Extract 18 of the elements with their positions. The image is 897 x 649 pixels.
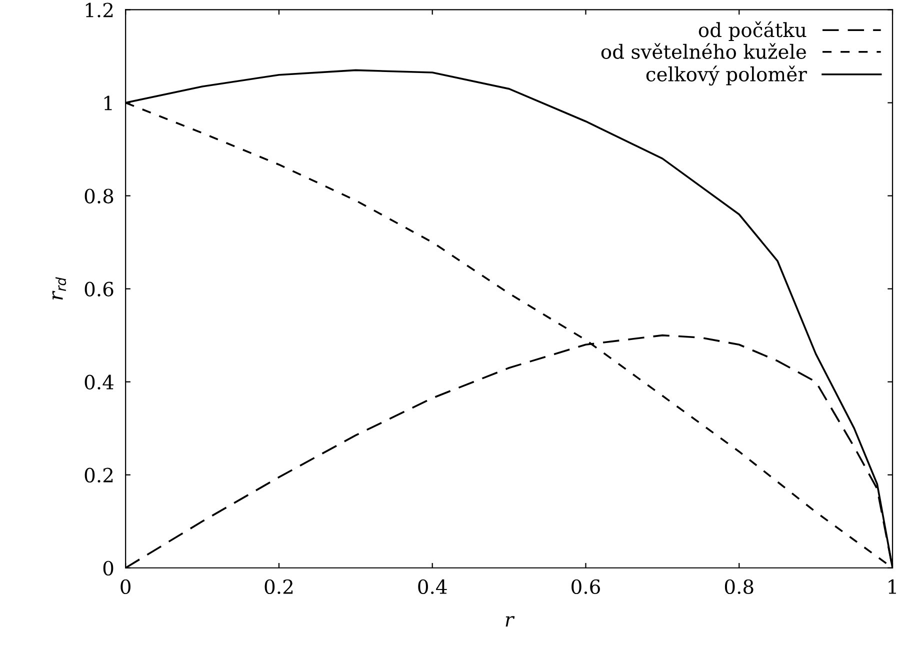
x-axis-title: r [506,616,515,626]
x-tick-label: 0 [120,579,130,594]
y-tick-label: 1 [104,96,112,110]
y-tick-label: 0.6 [84,282,114,296]
legend-label: celkový poloměr [646,66,807,86]
x-tick-label: 0.6 [572,579,600,594]
x-tick-label: 1 [888,579,896,594]
y-axis-title: r$_{rd}$ [52,277,66,300]
legend-label: od světelného kužele [601,43,806,59]
x-tick-label: 0.4 [418,579,447,594]
y-tick-label: 0.2 [84,468,113,483]
y-tick-label: 0.8 [84,188,114,204]
x-tick-label: 0.2 [264,579,293,594]
y-tick-label: 0 [103,560,114,576]
legend-label: od počátku [698,21,806,41]
y-tick-label: 1.2 [86,2,113,18]
x-tick-label: 0.8 [724,579,754,594]
y-tick-label: 0.4 [84,374,114,390]
